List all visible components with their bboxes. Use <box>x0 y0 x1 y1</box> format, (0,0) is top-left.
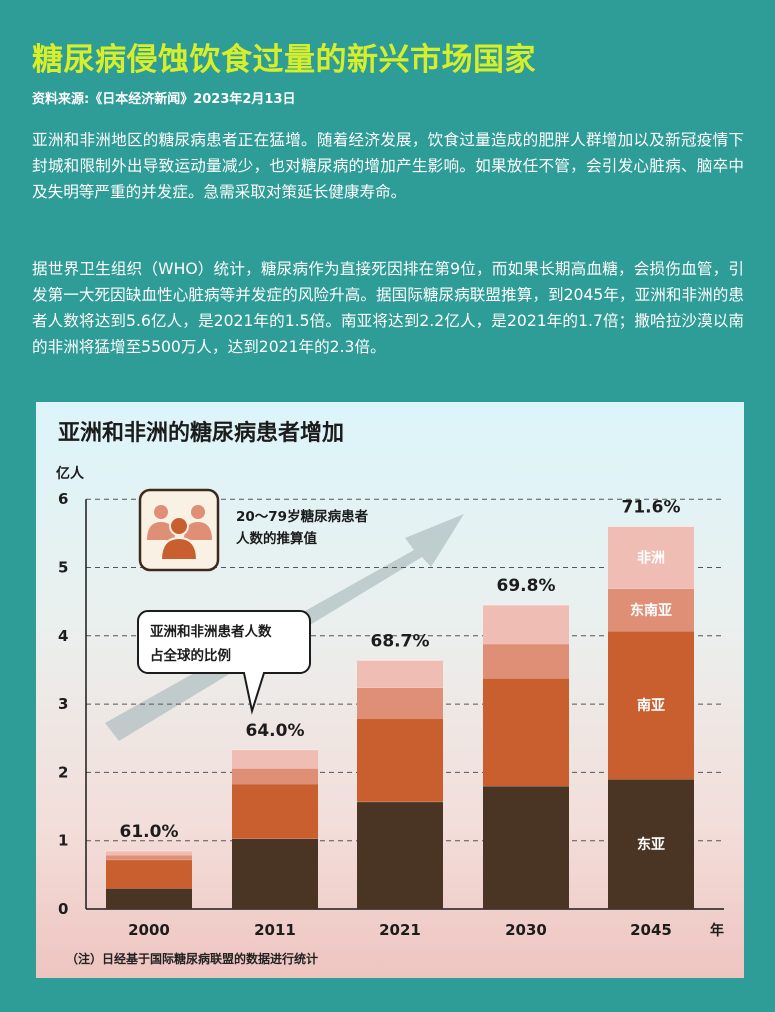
source-line: 资料来源:《日本经济新闻》2023年2月13日 <box>32 92 296 107</box>
x-tick-label-2000: 2000 <box>128 921 170 939</box>
share-label-2011: 64.0% <box>246 721 305 741</box>
series-label-africa: 非洲 <box>637 550 665 567</box>
bar-east-asia-2000 <box>106 888 192 909</box>
bar-africa-2011 <box>232 749 318 769</box>
y-tick-label-0: 0 <box>58 900 68 918</box>
bar-africa-2045 <box>608 526 694 589</box>
bar-south-asia-2000 <box>106 859 192 889</box>
legend-box: 20～79岁糖尿病患者 人数的推算值 <box>138 488 369 572</box>
y-tick-label-1: 1 <box>58 832 68 850</box>
y-tick-label-3: 3 <box>58 695 68 713</box>
x-tick-label-2030: 2030 <box>505 921 547 939</box>
series-label-southeast-asia: 东南亚 <box>630 602 672 619</box>
chart-title: 亚洲和非洲的糖尿病患者增加 <box>58 420 344 446</box>
bar-africa-2030 <box>483 605 569 644</box>
bar-south-asia-2045 <box>608 631 694 780</box>
footnote: （注）日经基于国际糖尿病联盟的数据进行统计 <box>66 952 319 966</box>
intro-paragraph: 亚洲和非洲地区的糖尿病患者正在猛增。随着经济发展，饮食过量造成的肥胖人群增加以及… <box>32 131 744 201</box>
bar-southeast-asia-2021 <box>357 687 443 719</box>
bar-south-asia-2011 <box>232 784 318 839</box>
x-tick-label-2011: 2011 <box>254 921 296 939</box>
legend-text-line2: 人数的推算值 <box>236 530 317 547</box>
bar-east-asia-2011 <box>232 838 318 909</box>
bar-east-asia-2045 <box>608 779 694 909</box>
share-callout: 亚洲和非洲患者人数 占全球的比例 <box>137 610 311 715</box>
x-tick-label-2021: 2021 <box>379 921 421 939</box>
callout-line2: 占全球的比例 <box>150 647 231 664</box>
bar-southeast-asia-2011 <box>232 768 318 785</box>
share-label-2021: 68.7% <box>371 631 430 651</box>
bar-africa-2021 <box>357 660 443 688</box>
y-tick-label-5: 5 <box>58 559 68 577</box>
share-label-2030: 69.8% <box>497 576 556 596</box>
bar-southeast-asia-2030 <box>483 643 569 679</box>
statistics-paragraph: 据世界卫生组织（WHO）统计，糖尿病作为直接死因排在第9位，而如果长期高血糖，会… <box>32 260 744 356</box>
y-tick-label-2: 2 <box>58 763 68 781</box>
chart-panel: 0 1 2 3 4 5 6 61.0% 2000 64.0% 2011 68.7% 2021 69.8% 2… <box>36 402 744 978</box>
bar-south-asia-2021 <box>357 718 443 802</box>
callout-line1: 亚洲和非洲患者人数 <box>150 623 272 640</box>
x-axis-unit: 年 <box>710 922 724 939</box>
y-axis-unit: 亿人 <box>56 465 85 482</box>
share-label-2000: 61.0% <box>120 822 179 842</box>
y-tick-label-4: 4 <box>58 627 68 645</box>
bar-east-asia-2030 <box>483 786 569 909</box>
share-label-2045: 71.6% <box>622 498 681 518</box>
stacked-bar-chart: 0 1 2 3 4 5 6 61.0% 2000 64.0% 2011 68.7% 2021 69.8% 2… <box>56 420 724 939</box>
bar-southeast-asia-2045 <box>608 588 694 632</box>
y-tick-label-6: 6 <box>58 490 68 508</box>
x-tick-label-2045: 2045 <box>630 921 672 939</box>
people-group-icon <box>138 488 220 572</box>
bar-southeast-asia-2000 <box>106 855 192 860</box>
series-label-south-asia: 南亚 <box>637 697 665 714</box>
bar-east-asia-2021 <box>357 801 443 909</box>
page-title: 糖尿病侵蚀饮食过量的新兴市场国家 <box>32 42 536 78</box>
bar-south-asia-2030 <box>483 678 569 787</box>
bar-africa-2000 <box>106 850 192 856</box>
series-label-east-asia: 东亚 <box>637 836 665 853</box>
legend-text-line1: 20～79岁糖尿病患者 <box>236 508 369 525</box>
